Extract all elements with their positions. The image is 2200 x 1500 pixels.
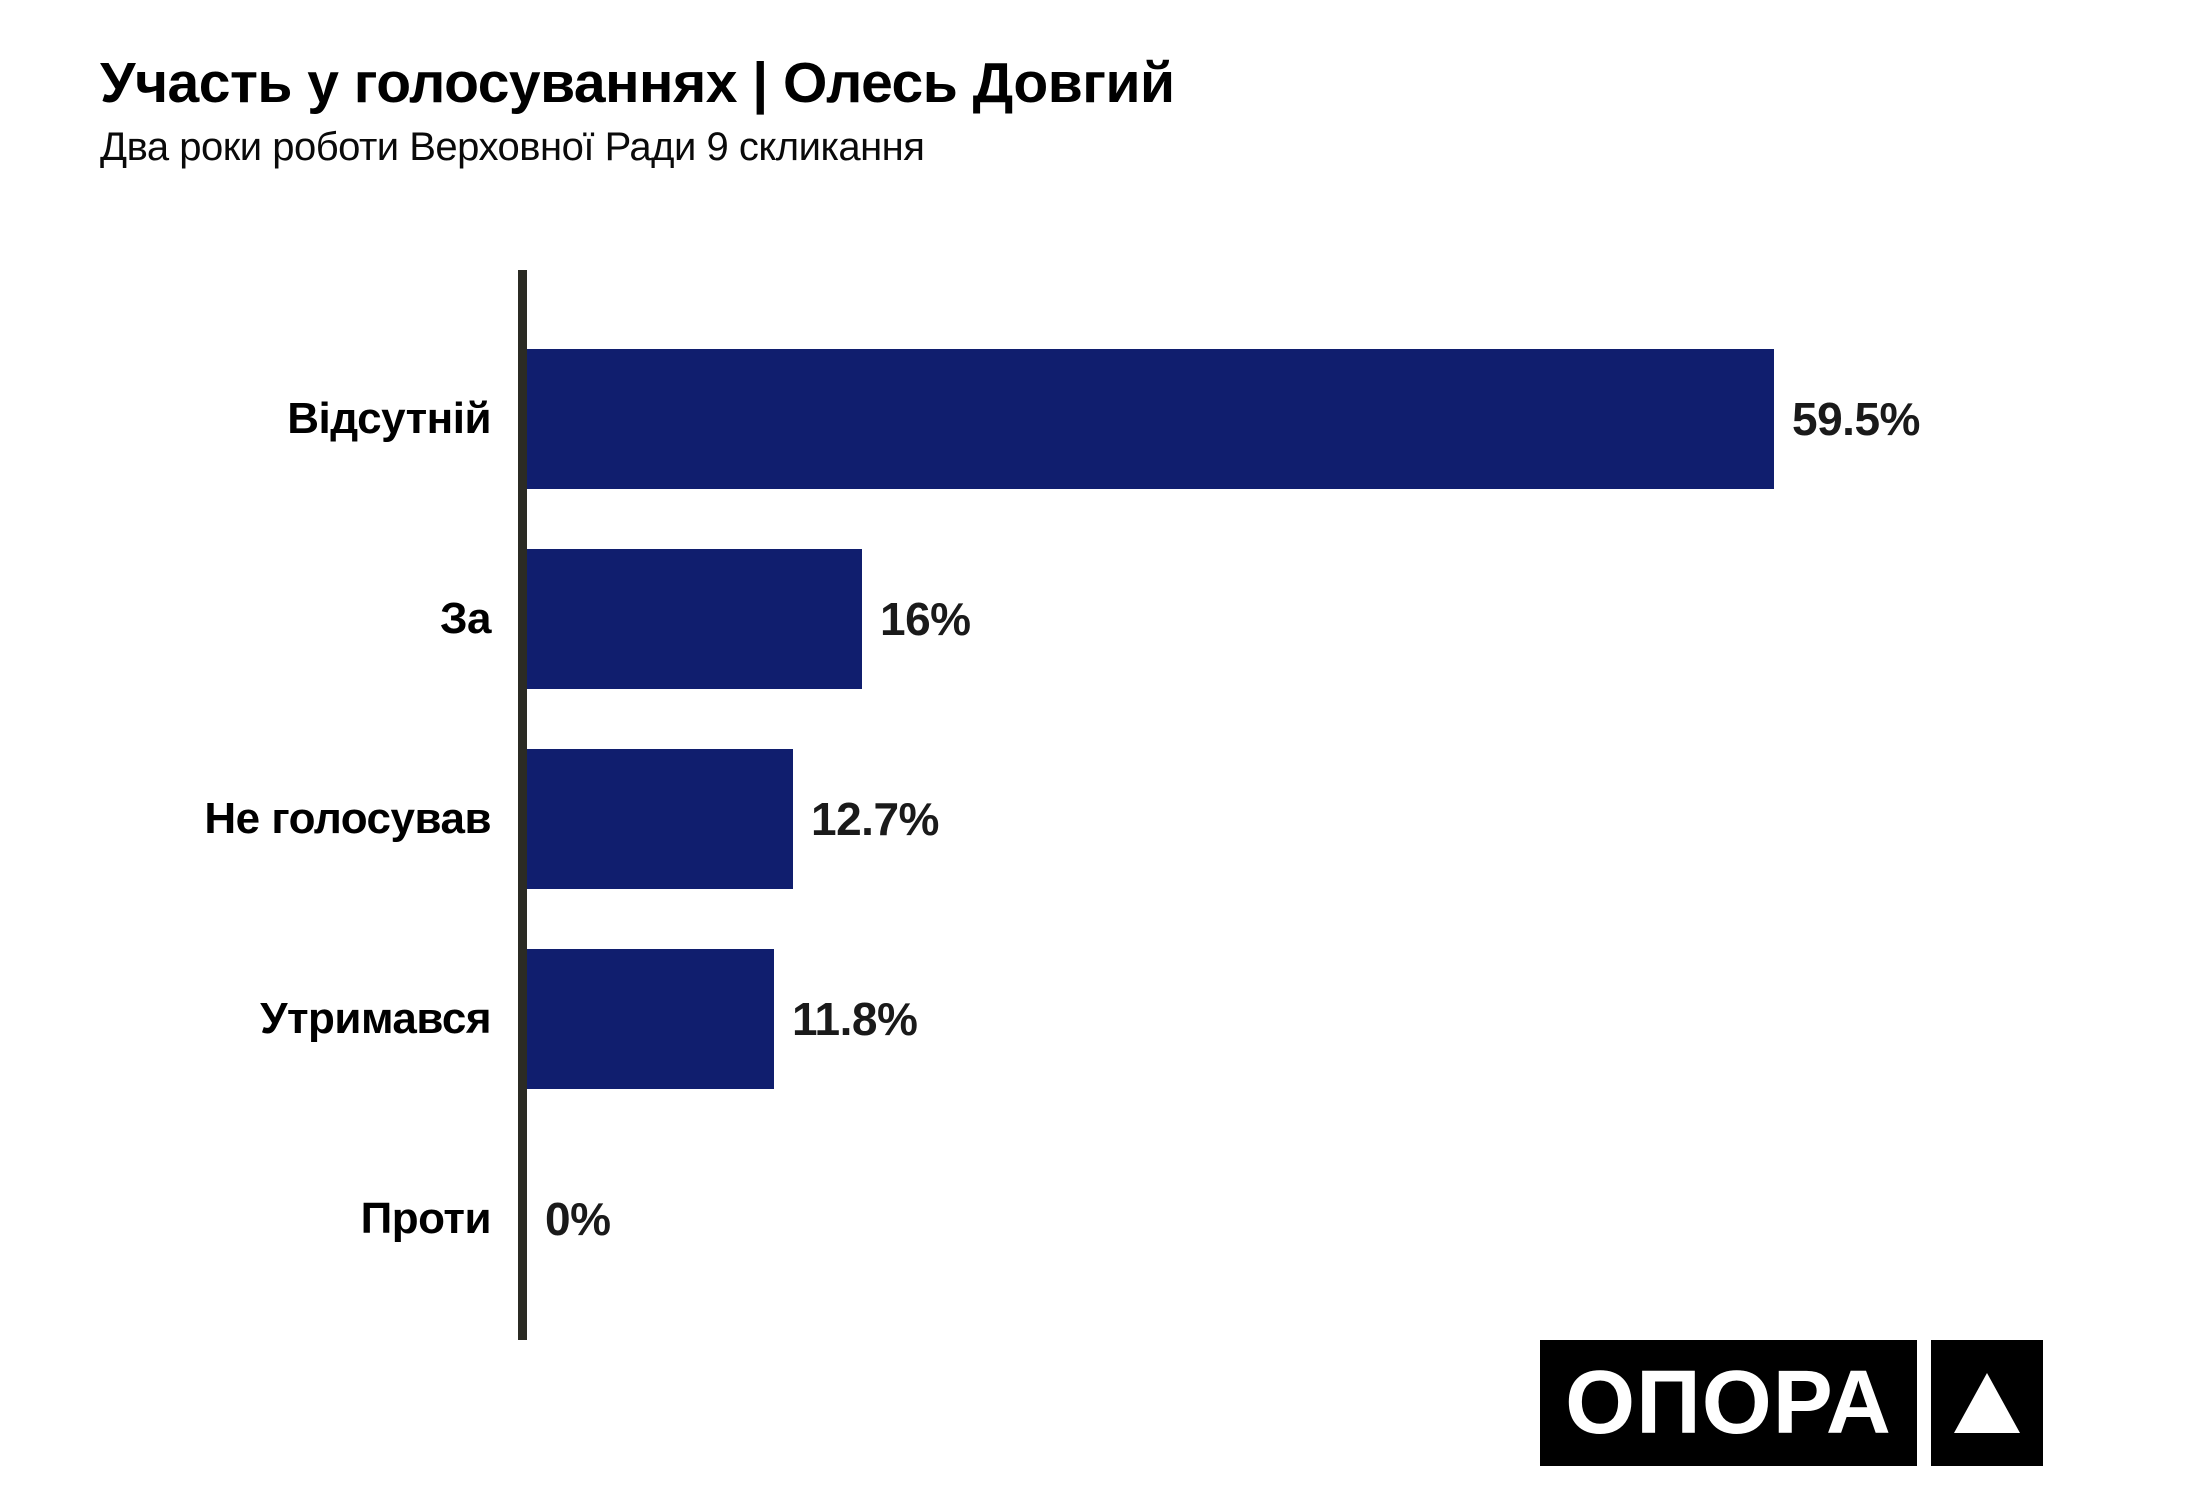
category-label: Не голосував bbox=[204, 794, 491, 843]
opora-logo-mark bbox=[1931, 1340, 2043, 1466]
chart-row: Проти 0% bbox=[0, 1119, 2150, 1319]
bar bbox=[527, 349, 1774, 489]
category-label: Проти bbox=[360, 1194, 492, 1243]
bar-area: 0% bbox=[527, 1149, 611, 1289]
triangle-icon bbox=[1954, 1373, 2020, 1433]
bar bbox=[527, 549, 862, 689]
chart-header: Участь у голосуваннях | Олесь Довгий Два… bbox=[100, 52, 1175, 170]
category-label: За bbox=[439, 594, 492, 643]
bar-area: 16% bbox=[527, 549, 971, 689]
chart-row: Відсутній 59.5% bbox=[0, 319, 2150, 519]
category-label: Відсутній bbox=[287, 394, 491, 443]
opora-logo-text: ОПОРА bbox=[1540, 1340, 1917, 1466]
bar-area: 59.5% bbox=[527, 349, 1920, 489]
y-axis-line bbox=[518, 270, 527, 1340]
bar-area: 11.8% bbox=[527, 949, 918, 1089]
bar bbox=[527, 749, 793, 889]
value-label: 11.8% bbox=[792, 993, 918, 1045]
value-label: 12.7% bbox=[811, 793, 939, 845]
chart-row: Утримався 11.8% bbox=[0, 919, 2150, 1119]
bar-chart: Відсутній 59.5% За 16% Не голосував 12.7… bbox=[0, 270, 2150, 1340]
chart-rows: Відсутній 59.5% За 16% Не голосував 12.7… bbox=[0, 270, 2150, 1319]
chart-row: Не голосував 12.7% bbox=[0, 719, 2150, 919]
chart-row: За 16% bbox=[0, 519, 2150, 719]
page-subtitle: Два роки роботи Верховної Ради 9 скликан… bbox=[100, 124, 925, 169]
value-label: 0% bbox=[545, 1193, 611, 1245]
value-label: 59.5% bbox=[1792, 393, 1920, 445]
bar bbox=[527, 949, 774, 1089]
page-title: Участь у голосуваннях | Олесь Довгий bbox=[100, 51, 1175, 115]
value-label: 16% bbox=[880, 593, 971, 645]
category-label: Утримався bbox=[260, 994, 491, 1043]
bar-area: 12.7% bbox=[527, 749, 939, 889]
opora-logo: ОПОРА bbox=[1540, 1340, 2043, 1466]
